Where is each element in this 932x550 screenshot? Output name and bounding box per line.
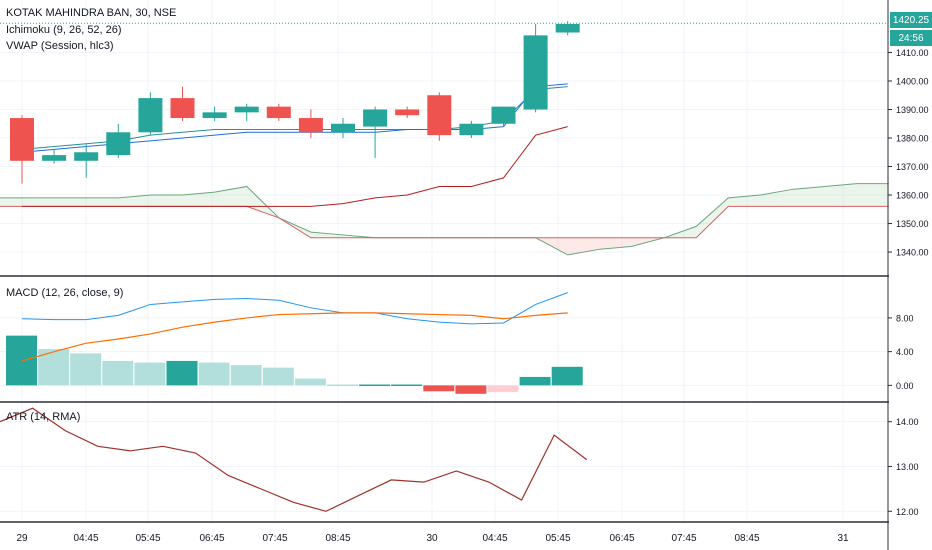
price-tick-label: 1370.00 <box>896 162 929 172</box>
ichimoku-cloud <box>728 195 761 207</box>
atr-tick-label: 14.00 <box>896 417 919 427</box>
signal-line <box>21 312 568 362</box>
macd-histogram-bar <box>134 362 166 386</box>
ichimoku-cloud <box>599 237 632 250</box>
atr-tick-label: 12.00 <box>896 507 919 517</box>
price-tick-label: 1400.00 <box>896 76 929 86</box>
time-tick-label: 06:45 <box>199 533 224 544</box>
price-tick-label: 1410.00 <box>896 48 929 58</box>
tenkan-sen-line <box>21 86 568 150</box>
ichimoku-cloud <box>22 197 55 207</box>
time-tick-label: 07:45 <box>262 533 287 544</box>
macd-histogram-bar <box>327 384 358 387</box>
macd-histogram-bar <box>262 367 294 386</box>
vwap-legend[interactable]: VWAP (Session, hlc3) <box>6 40 114 52</box>
candle-body <box>266 106 291 119</box>
ichimoku-cloud <box>150 195 183 207</box>
price-axis-bg <box>889 0 932 550</box>
ichimoku-cloud <box>824 183 857 207</box>
atr-tick-label: 13.00 <box>896 462 919 472</box>
time-tick-label: 05:45 <box>135 533 160 544</box>
ichimoku-cloud <box>856 183 889 207</box>
time-tick-label: 06:45 <box>609 533 634 544</box>
ichimoku-cloud <box>792 186 825 207</box>
leading-span-a <box>0 183 889 256</box>
candle-body <box>298 118 323 133</box>
macd-histogram-bar <box>519 376 551 386</box>
macd-histogram-bar <box>70 353 102 386</box>
macd-tick-label: 4.00 <box>896 347 914 357</box>
time-tick-label: 07:45 <box>671 533 696 544</box>
price-tick-label: 1380.00 <box>896 134 929 144</box>
macd-histogram-bar <box>294 378 326 386</box>
candle-body <box>331 123 355 133</box>
macd-legend[interactable]: MACD (12, 26, close, 9) <box>6 287 124 299</box>
candle-body <box>395 109 420 116</box>
kijun-sen-line <box>22 126 568 207</box>
time-tick-label: 29 <box>16 533 28 544</box>
time-tick-label: 31 <box>837 533 849 544</box>
candle-body <box>170 98 195 119</box>
candle-body <box>363 109 388 127</box>
macd-histogram-bar <box>6 335 37 386</box>
candle-body <box>234 106 259 113</box>
ichimoku-cloud <box>311 232 344 238</box>
macd-histogram-bar <box>551 366 583 386</box>
time-tick-label: 08:45 <box>734 533 759 544</box>
ichimoku-cloud <box>86 197 119 207</box>
candle-body <box>10 118 34 161</box>
symbol-title: KOTAK MAHINDRA BAN, 30, NSE <box>6 7 177 19</box>
last-price-tag: 1420.25 <box>890 12 932 28</box>
countdown-tag: 24:56 <box>890 30 932 46</box>
ichimoku-legend[interactable]: Ichimoku (9, 26, 52, 26) <box>6 24 122 36</box>
ichimoku-cloud <box>214 186 247 207</box>
macd-histogram-bar <box>230 365 262 386</box>
candle-body <box>427 95 452 136</box>
candle-body <box>42 155 67 161</box>
price-tick-label: 1340.00 <box>896 248 929 258</box>
price-tick-label: 1350.00 <box>896 219 929 229</box>
price-tick-label: 1360.00 <box>896 191 929 201</box>
time-tick-label: 05:45 <box>545 533 570 544</box>
ichimoku-cloud <box>696 197 729 238</box>
atr-legend[interactable]: ATR (14, RMA) <box>6 411 81 423</box>
macd-histogram-bar <box>359 384 391 387</box>
price-tick-label: 1390.00 <box>896 105 929 115</box>
candle-body <box>138 98 163 133</box>
atr-line <box>0 407 588 512</box>
candle-body <box>74 152 99 161</box>
ichimoku-cloud <box>0 197 23 207</box>
time-tick-label: 30 <box>426 533 438 544</box>
macd-histogram-bar <box>102 360 134 386</box>
ichimoku-cloud <box>567 237 600 255</box>
macd-tick-label: 8.00 <box>896 313 914 323</box>
ichimoku-cloud <box>182 192 215 207</box>
candle-body <box>555 23 580 33</box>
ichimoku-cloud <box>54 197 87 207</box>
macd-histogram-bar <box>391 384 423 387</box>
candle-body <box>491 106 516 124</box>
candle-body <box>523 35 548 110</box>
leading-span-b <box>0 205 889 239</box>
candle-body <box>459 123 484 136</box>
macd-histogram-bar <box>166 360 198 386</box>
candle-body <box>106 132 131 156</box>
time-tick-label: 04:45 <box>482 533 507 544</box>
macd-histogram-bar <box>455 385 487 394</box>
macd-tick-label: 0.00 <box>896 381 914 391</box>
time-tick-label: 04:45 <box>73 533 98 544</box>
macd-line <box>21 292 568 325</box>
candle-body <box>202 112 227 119</box>
ichimoku-cloud <box>118 195 151 207</box>
macd-histogram-bar <box>487 385 519 393</box>
time-tick-label: 08:45 <box>325 533 350 544</box>
macd-histogram-bar <box>198 362 230 386</box>
macd-histogram-bar <box>423 385 455 392</box>
